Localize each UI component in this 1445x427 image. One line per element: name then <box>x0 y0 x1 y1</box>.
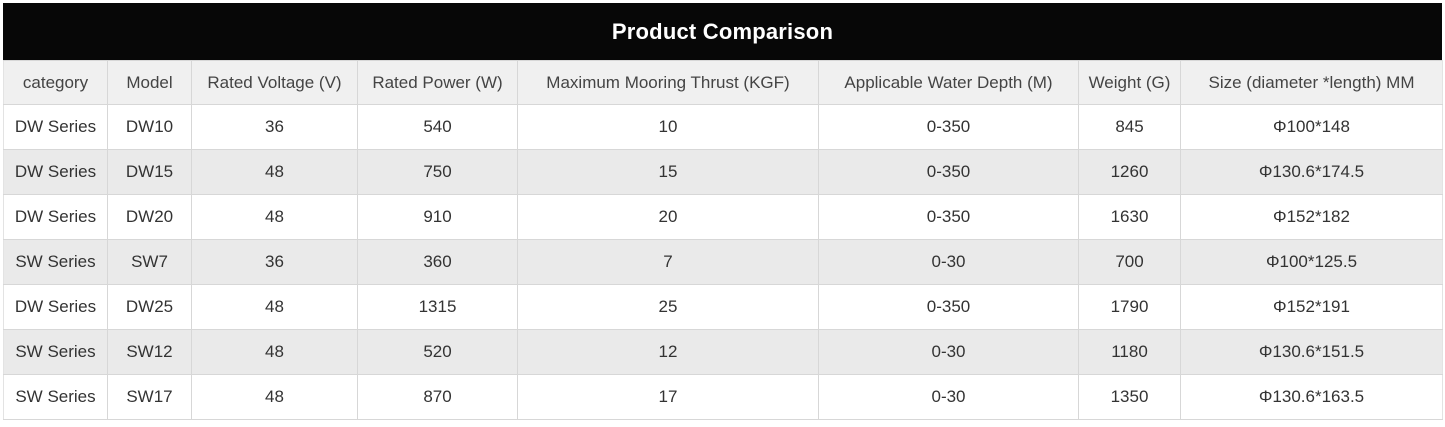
weight-cell: 1790 <box>1078 284 1181 330</box>
water-depth-cell: 0-350 <box>818 284 1079 330</box>
column-header-weight: Weight (G) <box>1078 60 1181 105</box>
weight-cell: 1350 <box>1078 374 1181 420</box>
mooring-thrust-cell: 12 <box>517 329 819 375</box>
table-row: DW Series DW25 48 1315 25 0-350 1790 Φ15… <box>3 284 1443 330</box>
column-header-rated-power: Rated Power (W) <box>357 60 518 105</box>
weight-cell: 845 <box>1078 104 1181 150</box>
rated-power-cell: 910 <box>357 194 518 240</box>
model-link[interactable]: SW17 <box>107 374 192 420</box>
mooring-thrust-cell: 15 <box>517 149 819 195</box>
rated-voltage-cell: 48 <box>191 329 358 375</box>
size-cell: Φ100*148 <box>1180 104 1443 150</box>
column-header-rated-voltage: Rated Voltage (V) <box>191 60 358 105</box>
table-row: DW Series DW15 48 750 15 0-350 1260 Φ130… <box>3 149 1443 195</box>
column-header-size: Size (diameter *length) MM <box>1180 60 1443 105</box>
product-comparison-table: category Model Rated Voltage (V) Rated P… <box>3 60 1443 420</box>
model-link[interactable]: DW25 <box>107 284 192 330</box>
table-row: SW Series SW17 48 870 17 0-30 1350 Φ130.… <box>3 374 1443 420</box>
table-row: SW Series SW12 48 520 12 0-30 1180 Φ130.… <box>3 329 1443 375</box>
water-depth-cell: 0-350 <box>818 104 1079 150</box>
page-title: Product Comparison <box>611 18 834 44</box>
category-cell: DW Series <box>3 284 108 330</box>
size-cell: Φ130.6*151.5 <box>1180 329 1443 375</box>
rated-power-cell: 1315 <box>357 284 518 330</box>
weight-cell: 1260 <box>1078 149 1181 195</box>
table-row: DW Series DW20 48 910 20 0-350 1630 Φ152… <box>3 194 1443 240</box>
model-link[interactable]: DW10 <box>107 104 192 150</box>
weight-cell: 1630 <box>1078 194 1181 240</box>
rated-power-cell: 870 <box>357 374 518 420</box>
rated-power-cell: 360 <box>357 239 518 285</box>
water-depth-cell: 0-350 <box>818 194 1079 240</box>
rated-voltage-cell: 48 <box>191 194 358 240</box>
mooring-thrust-cell: 17 <box>517 374 819 420</box>
water-depth-cell: 0-30 <box>818 374 1079 420</box>
table-row: DW Series DW10 36 540 10 0-350 845 Φ100*… <box>3 104 1443 150</box>
rated-voltage-cell: 36 <box>191 239 358 285</box>
mooring-thrust-cell: 25 <box>517 284 819 330</box>
column-header-water-depth: Applicable Water Depth (M) <box>818 60 1079 105</box>
rated-power-cell: 540 <box>357 104 518 150</box>
rated-voltage-cell: 36 <box>191 104 358 150</box>
column-header-model: Model <box>107 60 192 105</box>
rated-voltage-cell: 48 <box>191 149 358 195</box>
table-header-row: category Model Rated Voltage (V) Rated P… <box>3 60 1443 105</box>
column-header-mooring-thrust: Maximum Mooring Thrust (KGF) <box>517 60 819 105</box>
category-cell: SW Series <box>3 239 108 285</box>
weight-cell: 700 <box>1078 239 1181 285</box>
category-cell: DW Series <box>3 104 108 150</box>
mooring-thrust-cell: 10 <box>517 104 819 150</box>
category-cell: DW Series <box>3 149 108 195</box>
water-depth-cell: 0-30 <box>818 329 1079 375</box>
rated-voltage-cell: 48 <box>191 284 358 330</box>
rated-voltage-cell: 48 <box>191 374 358 420</box>
rated-power-cell: 750 <box>357 149 518 195</box>
model-link[interactable]: SW12 <box>107 329 192 375</box>
rated-power-cell: 520 <box>357 329 518 375</box>
model-link[interactable]: SW7 <box>107 239 192 285</box>
mooring-thrust-cell: 7 <box>517 239 819 285</box>
size-cell: Φ100*125.5 <box>1180 239 1443 285</box>
size-cell: Φ152*182 <box>1180 194 1443 240</box>
table-title-bar: Product Comparison <box>3 3 1442 60</box>
category-cell: SW Series <box>3 374 108 420</box>
column-header-category: category <box>3 60 108 105</box>
category-cell: DW Series <box>3 194 108 240</box>
size-cell: Φ152*191 <box>1180 284 1443 330</box>
size-cell: Φ130.6*163.5 <box>1180 374 1443 420</box>
model-link[interactable]: DW15 <box>107 149 192 195</box>
water-depth-cell: 0-30 <box>818 239 1079 285</box>
model-link[interactable]: DW20 <box>107 194 192 240</box>
weight-cell: 1180 <box>1078 329 1181 375</box>
table-row: SW Series SW7 36 360 7 0-30 700 Φ100*125… <box>3 239 1443 285</box>
category-cell: SW Series <box>3 329 108 375</box>
size-cell: Φ130.6*174.5 <box>1180 149 1443 195</box>
mooring-thrust-cell: 20 <box>517 194 819 240</box>
water-depth-cell: 0-350 <box>818 149 1079 195</box>
